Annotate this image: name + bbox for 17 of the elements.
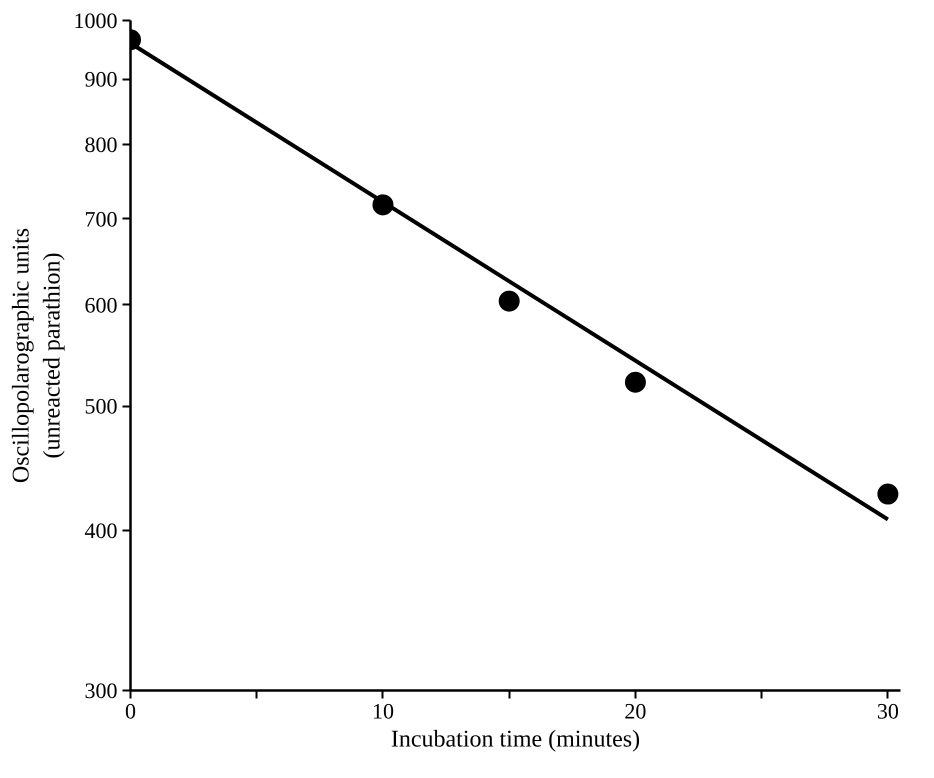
y-tick-label: 600 [84, 292, 118, 318]
x-tick-label: 0 [125, 698, 136, 724]
y-tick-label: 1000 [74, 8, 118, 33]
x-axis-title: Incubation time (minutes) [390, 726, 640, 752]
y-tick-label: 400 [84, 518, 118, 543]
x-tick-label: 20 [624, 698, 646, 724]
x-tick-label: 10 [372, 698, 394, 724]
y-tick-label: 900 [84, 66, 118, 92]
point [624, 372, 646, 393]
y-tick-label: 500 [84, 394, 118, 419]
x-tick-label: 30 [876, 698, 899, 724]
y-tick-label: 300 [84, 678, 118, 703]
y-axis-title: Oscillopolarographic units (unreacted parathion) [8, 228, 66, 484]
y-tick-label: 800 [84, 132, 118, 158]
point [877, 484, 898, 505]
y-tick-label: 700 [84, 206, 118, 232]
point [498, 290, 520, 312]
